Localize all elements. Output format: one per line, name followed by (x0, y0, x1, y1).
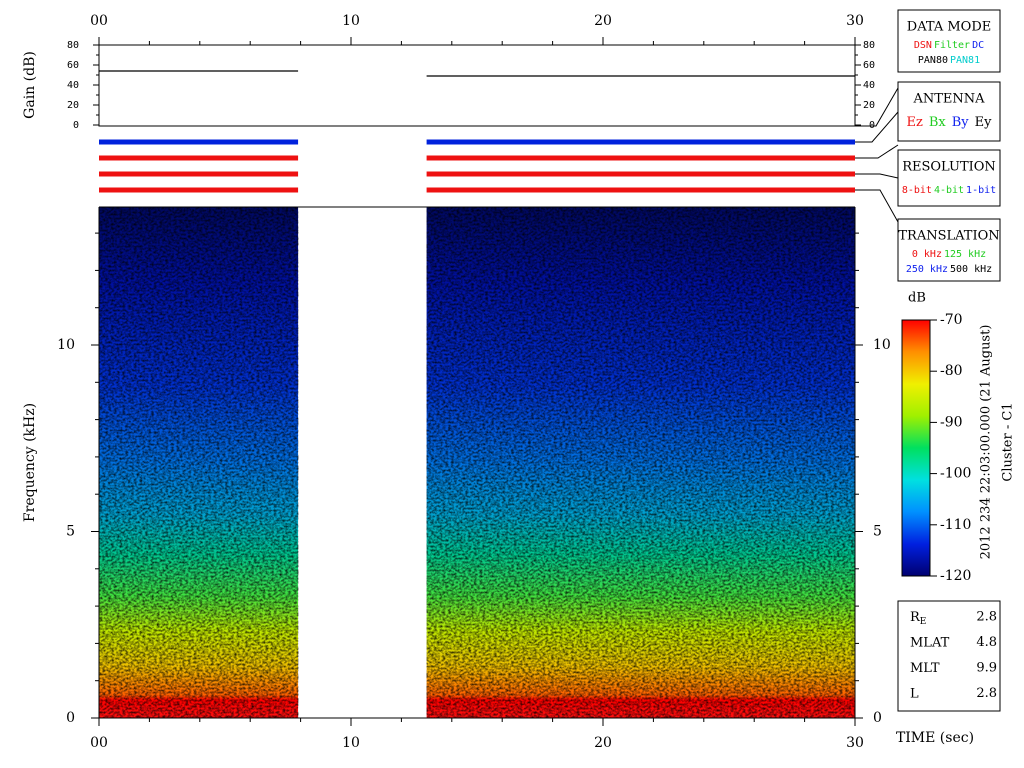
legend-item: PAN81 (950, 55, 980, 66)
colorbar-tick-label: -90 (940, 414, 963, 430)
legend-item: 500 kHz (950, 264, 992, 275)
legend-row: 8-bit 4-bit 1-bit (902, 185, 996, 196)
legend-title: RESOLUTION (902, 160, 996, 175)
legend-box (897, 218, 1001, 282)
info-value: 2.8 (976, 610, 997, 625)
colorbar-tick-label: -80 (940, 363, 963, 379)
mode-bar (426, 155, 855, 161)
info-value: 4.8 (976, 635, 997, 650)
spectrogram-texture (99, 207, 299, 718)
colorbar-title: dB (908, 291, 926, 306)
colorbar-tick-label: -110 (940, 517, 971, 533)
mode-bar (99, 155, 299, 161)
connectors (855, 87, 899, 223)
colorbar-tick-label: -120 (940, 568, 971, 584)
legend-item: PAN80 (918, 55, 948, 66)
legend-row: PAN80 PAN81 (918, 55, 980, 66)
info-label: MLAT (910, 635, 950, 650)
y-tick-label: 80 (67, 40, 79, 51)
legend-box (897, 149, 1001, 207)
y-tick-label: 60 (67, 60, 79, 71)
x-tick-label: 00 (90, 735, 108, 751)
legend-row: DSN Filter DC (914, 40, 984, 51)
legend-item: 0 kHz (912, 249, 942, 260)
legend-item: 4-bit (934, 185, 964, 196)
legend-row: Ez Bx By Ey (907, 115, 993, 130)
legend-item: DSN (914, 40, 932, 51)
y-tick-label: 20 (863, 100, 875, 111)
mode-bar (99, 139, 299, 145)
legend-box (897, 9, 1001, 73)
legend-title: DATA MODE (907, 20, 991, 35)
info-label-text: MLT (910, 661, 940, 676)
legend-item: Filter (934, 40, 970, 51)
mode-bar (426, 187, 855, 193)
x-tick-label: 30 (846, 13, 864, 29)
y-tick-label: 80 (863, 40, 875, 51)
y-tick-label: 10 (57, 337, 75, 353)
connector (855, 144, 899, 159)
colorbar-tick-label: -70 (940, 312, 963, 328)
x-tick-label: 20 (594, 735, 612, 751)
y-tick-label: 0 (66, 710, 75, 726)
y-tick-label: 60 (863, 60, 875, 71)
connector (855, 189, 899, 223)
x-tick-label: 20 (594, 13, 612, 29)
mode-bar (99, 171, 299, 177)
y-tick-label: 5 (873, 524, 882, 540)
legend-row: 0 kHz 125 kHz (912, 249, 986, 260)
timestamp: 2012 234 22:03:00.000 (21 August) (979, 325, 994, 560)
y-axis-label: Frequency (kHz) (22, 403, 38, 522)
info-label: L (910, 686, 919, 701)
legend-item: By (952, 115, 970, 130)
legend-item: DC (972, 40, 984, 51)
legend-title: TRANSLATION (898, 229, 999, 244)
legend-item: 1-bit (966, 185, 996, 196)
connector (855, 173, 899, 179)
x-axis-label: TIME (sec) (896, 730, 974, 746)
mode-bar (426, 171, 855, 177)
x-tick-label: 30 (846, 735, 864, 751)
y-tick-label: 0 (869, 120, 875, 131)
legend-item: Ey (975, 115, 992, 130)
info-label-text: R (910, 610, 921, 625)
x-tick-label: 10 (342, 735, 360, 751)
legend-box (897, 81, 1001, 142)
mode-bar (99, 187, 299, 193)
y-tick-label: 40 (67, 80, 79, 91)
y-tick-label: 10 (873, 337, 891, 353)
info-label-text: L (910, 686, 919, 701)
x-tick-label: 10 (342, 13, 360, 29)
legend-item: 125 kHz (944, 249, 986, 260)
colorbar-tick-label: -100 (940, 466, 971, 482)
connector (855, 111, 899, 143)
legend-item: 250 kHz (906, 264, 948, 275)
y-tick-label: 0 (73, 120, 79, 131)
mode-bar (426, 139, 855, 145)
info-value: 2.8 (976, 686, 997, 701)
legend-title: ANTENNA (912, 92, 985, 107)
spacecraft: Cluster - C1 (1001, 402, 1016, 481)
info-label-sub: E (920, 617, 927, 627)
legend-item: 8-bit (902, 185, 932, 196)
legend-row: 250 kHz 500 kHz (906, 264, 992, 275)
y-tick-label: 5 (66, 524, 75, 540)
y-axis-label: Gain (dB) (22, 51, 38, 119)
legend-item: Bx (929, 115, 947, 130)
spectrogram-texture (426, 207, 855, 718)
info-label: RE (910, 610, 926, 627)
y-tick-label: 40 (863, 80, 875, 91)
colorbar (901, 319, 931, 577)
info-value: 9.9 (976, 661, 997, 676)
y-tick-label: 20 (67, 100, 79, 111)
legend-item: Ez (907, 115, 923, 130)
info-box (897, 600, 1001, 712)
info-label-text: MLAT (910, 635, 950, 650)
y-tick-label: 0 (873, 710, 882, 726)
panel-frame (98, 44, 856, 127)
connector (855, 87, 899, 127)
info-label: MLT (910, 661, 940, 676)
x-tick-label: 00 (90, 13, 108, 29)
